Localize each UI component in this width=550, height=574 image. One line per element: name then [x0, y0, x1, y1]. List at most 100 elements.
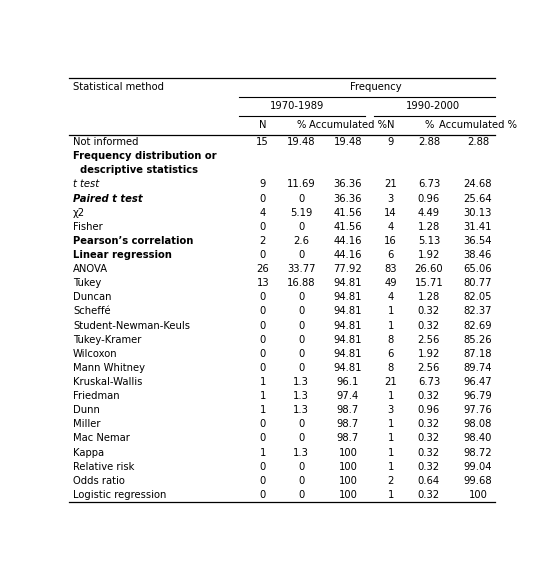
Text: 94.81: 94.81 [334, 349, 362, 359]
Text: 1.3: 1.3 [293, 448, 309, 457]
Text: 0: 0 [298, 476, 304, 486]
Text: 100: 100 [338, 461, 358, 472]
Text: 4.49: 4.49 [418, 208, 440, 218]
Text: Statistical method: Statistical method [73, 82, 164, 92]
Text: 6.73: 6.73 [418, 377, 440, 387]
Text: 0: 0 [260, 490, 266, 500]
Text: Accumulated %: Accumulated % [439, 121, 517, 130]
Text: Linear regression: Linear regression [73, 250, 172, 260]
Text: 4: 4 [387, 292, 394, 302]
Text: 4: 4 [260, 208, 266, 218]
Text: Duncan: Duncan [73, 292, 112, 302]
Text: 100: 100 [469, 490, 487, 500]
Text: 98.40: 98.40 [464, 433, 492, 444]
Text: 0: 0 [298, 461, 304, 472]
Text: χ2: χ2 [73, 208, 85, 218]
Text: 0: 0 [298, 307, 304, 316]
Text: 2.88: 2.88 [418, 137, 440, 147]
Text: 0: 0 [260, 420, 266, 429]
Text: %: % [296, 121, 306, 130]
Text: descriptive statistics: descriptive statistics [73, 165, 198, 175]
Text: 49: 49 [384, 278, 397, 288]
Text: Relative risk: Relative risk [73, 461, 134, 472]
Text: 1: 1 [387, 448, 394, 457]
Text: 21: 21 [384, 180, 397, 189]
Text: 4: 4 [387, 222, 394, 232]
Text: 1: 1 [387, 391, 394, 401]
Text: 8: 8 [387, 335, 394, 344]
Text: 98.7: 98.7 [337, 433, 359, 444]
Text: 1.3: 1.3 [293, 405, 309, 415]
Text: 0.32: 0.32 [418, 490, 440, 500]
Text: N: N [259, 121, 266, 130]
Text: 1: 1 [260, 377, 266, 387]
Text: Accumulated %: Accumulated % [309, 121, 387, 130]
Text: 1.92: 1.92 [418, 250, 440, 260]
Text: 100: 100 [338, 448, 358, 457]
Text: Frequency distribution or: Frequency distribution or [73, 151, 217, 161]
Text: Student-Newman-Keuls: Student-Newman-Keuls [73, 320, 190, 331]
Text: 30.13: 30.13 [464, 208, 492, 218]
Text: 19.48: 19.48 [287, 137, 315, 147]
Text: 41.56: 41.56 [334, 208, 362, 218]
Text: 94.81: 94.81 [334, 363, 362, 373]
Text: 100: 100 [338, 476, 358, 486]
Text: 0.64: 0.64 [418, 476, 440, 486]
Text: 2.6: 2.6 [293, 236, 309, 246]
Text: 2: 2 [260, 236, 266, 246]
Text: 1.28: 1.28 [418, 222, 440, 232]
Text: 0.32: 0.32 [418, 307, 440, 316]
Text: 41.56: 41.56 [334, 222, 362, 232]
Text: 9: 9 [260, 180, 266, 189]
Text: Fisher: Fisher [73, 222, 103, 232]
Text: 1.28: 1.28 [418, 292, 440, 302]
Text: 0: 0 [260, 222, 266, 232]
Text: Not informed: Not informed [73, 137, 139, 147]
Text: 94.81: 94.81 [334, 292, 362, 302]
Text: 2.56: 2.56 [418, 363, 440, 373]
Text: 0.32: 0.32 [418, 433, 440, 444]
Text: 0: 0 [260, 320, 266, 331]
Text: t test: t test [73, 180, 99, 189]
Text: 38.46: 38.46 [464, 250, 492, 260]
Text: 0.32: 0.32 [418, 461, 440, 472]
Text: 0: 0 [260, 193, 266, 204]
Text: 97.76: 97.76 [464, 405, 492, 415]
Text: 36.36: 36.36 [334, 193, 362, 204]
Text: 6: 6 [387, 349, 394, 359]
Text: 44.16: 44.16 [334, 236, 362, 246]
Text: Frequency: Frequency [350, 82, 402, 92]
Text: 96.47: 96.47 [464, 377, 492, 387]
Text: ANOVA: ANOVA [73, 264, 108, 274]
Text: 0: 0 [298, 420, 304, 429]
Text: 1.92: 1.92 [418, 349, 440, 359]
Text: Tukey-Kramer: Tukey-Kramer [73, 335, 141, 344]
Text: 2.56: 2.56 [418, 335, 440, 344]
Text: 0: 0 [260, 250, 266, 260]
Text: 100: 100 [338, 490, 358, 500]
Text: 14: 14 [384, 208, 397, 218]
Text: 0: 0 [298, 433, 304, 444]
Text: Kruskal-Wallis: Kruskal-Wallis [73, 377, 142, 387]
Text: 87.18: 87.18 [464, 349, 492, 359]
Text: 0.32: 0.32 [418, 391, 440, 401]
Text: 5.19: 5.19 [290, 208, 312, 218]
Text: 85.26: 85.26 [464, 335, 492, 344]
Text: 1: 1 [387, 420, 394, 429]
Text: 89.74: 89.74 [464, 363, 492, 373]
Text: 0: 0 [298, 363, 304, 373]
Text: 1: 1 [387, 433, 394, 444]
Text: 9: 9 [387, 137, 394, 147]
Text: Odds ratio: Odds ratio [73, 476, 125, 486]
Text: 0: 0 [298, 222, 304, 232]
Text: 33.77: 33.77 [287, 264, 315, 274]
Text: 94.81: 94.81 [334, 278, 362, 288]
Text: 0: 0 [298, 335, 304, 344]
Text: 82.37: 82.37 [464, 307, 492, 316]
Text: 0.32: 0.32 [418, 420, 440, 429]
Text: 6.73: 6.73 [418, 180, 440, 189]
Text: Mac Nemar: Mac Nemar [73, 433, 130, 444]
Text: 0: 0 [298, 250, 304, 260]
Text: 0: 0 [260, 307, 266, 316]
Text: 0: 0 [298, 193, 304, 204]
